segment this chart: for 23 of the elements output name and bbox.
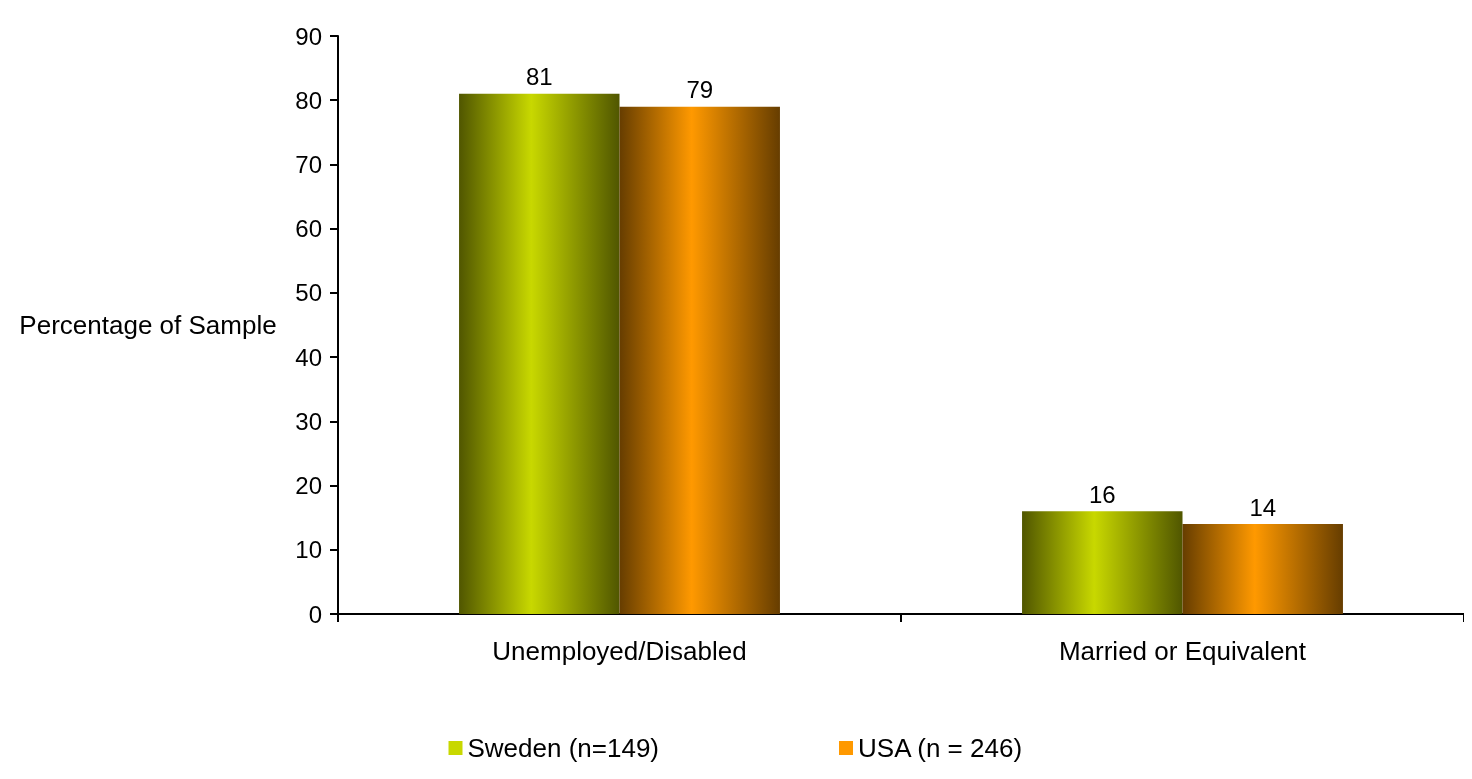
y-tick-label: 80	[295, 86, 322, 114]
y-tick-label: 90	[295, 22, 322, 50]
y-tick-label: 30	[295, 407, 322, 435]
bar	[459, 93, 620, 614]
bar	[619, 106, 780, 614]
x-tick-label: Married or Equivalent	[1058, 636, 1307, 666]
bar	[1182, 524, 1343, 614]
y-tick-label: 40	[295, 343, 322, 371]
y-axis-title: Percentage of Sample	[19, 310, 277, 340]
data-label: 79	[686, 76, 714, 104]
y-tick-label: 0	[308, 600, 322, 628]
data-label: 16	[1088, 480, 1116, 508]
bar	[1022, 511, 1183, 614]
y-tick-label: 50	[295, 279, 322, 307]
data-label: 14	[1249, 493, 1277, 521]
y-tick-label: 10	[295, 536, 322, 564]
legend-label: Sweden (n=149)	[467, 733, 660, 763]
y-tick-label: 20	[295, 472, 322, 500]
y-tick-label: 70	[295, 150, 322, 178]
data-label: 81	[525, 63, 553, 91]
x-tick-label: Unemployed/Disabled	[492, 636, 747, 666]
y-tick-label: 60	[295, 215, 322, 243]
legend-label: USA (n = 246)	[858, 733, 1023, 763]
